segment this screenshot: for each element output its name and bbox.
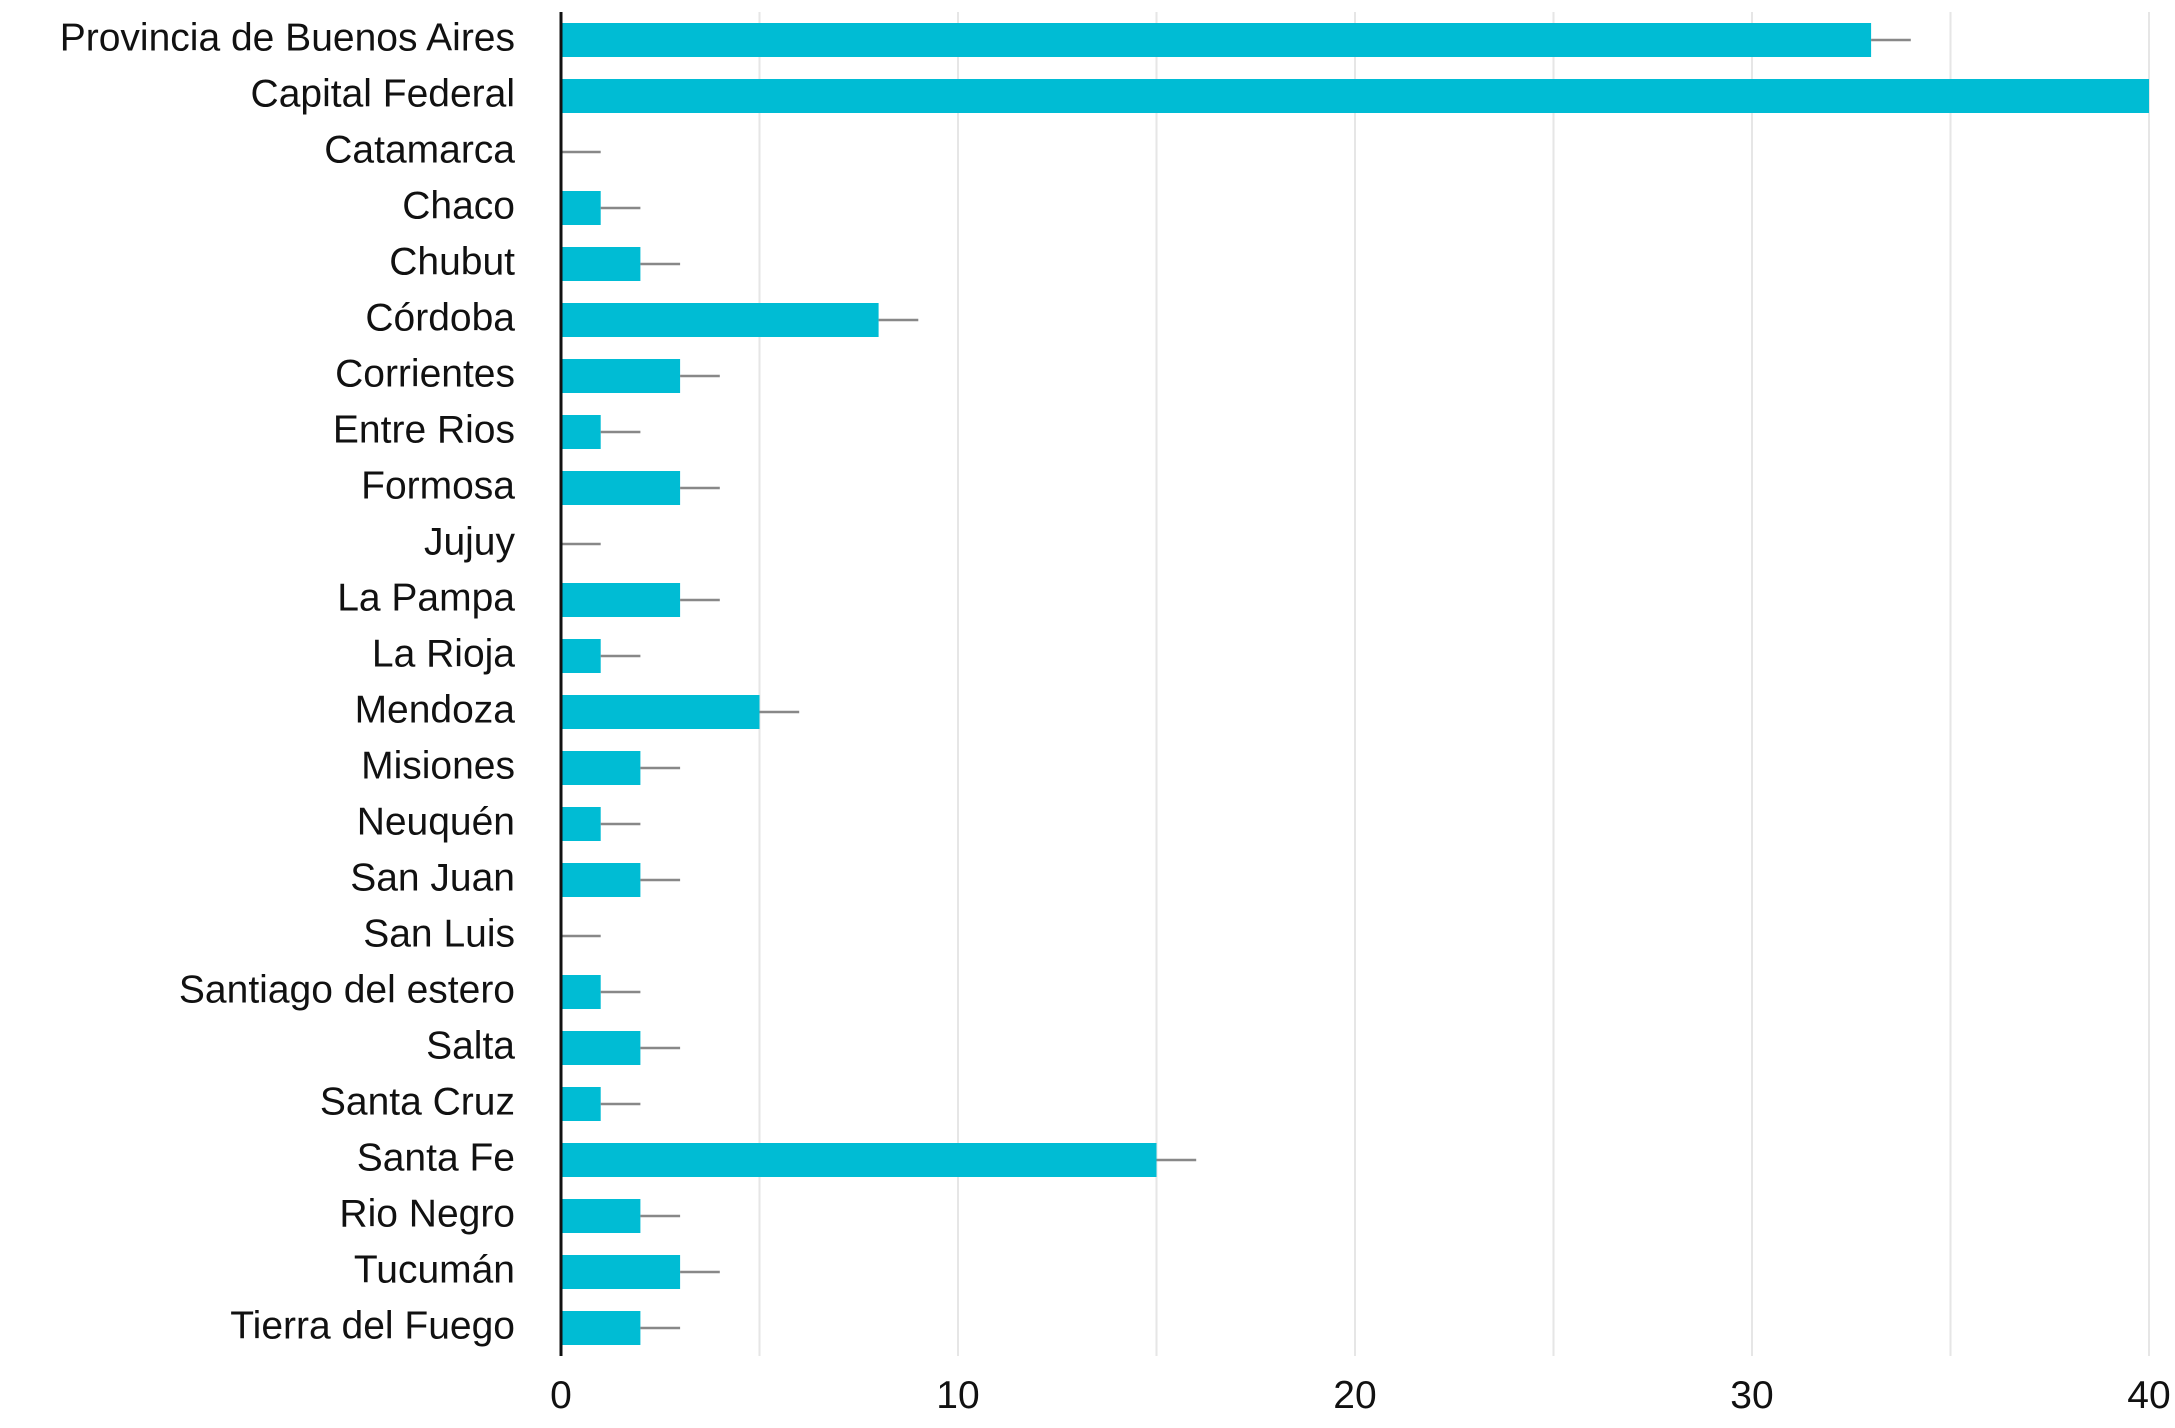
bar xyxy=(561,695,760,729)
category-label: Salta xyxy=(426,1024,515,1067)
category-label: Chaco xyxy=(402,184,515,227)
category-label: Corrientes xyxy=(335,352,515,395)
x-tick-labels: 0 10 20 30 40 xyxy=(550,1374,2171,1417)
category-label: San Juan xyxy=(350,856,515,899)
bar xyxy=(561,751,641,785)
bar xyxy=(561,191,601,225)
category-label: Tucumán xyxy=(354,1248,515,1291)
category-label: Rio Negro xyxy=(339,1192,515,1235)
bar xyxy=(561,247,641,281)
bars xyxy=(561,23,2149,1345)
category-label: Tierra del Fuego xyxy=(230,1304,515,1347)
bar xyxy=(561,471,681,505)
category-label: Santa Fe xyxy=(357,1136,515,1179)
bar xyxy=(561,1199,641,1233)
bar xyxy=(561,1311,641,1345)
category-label: Neuquén xyxy=(357,800,515,843)
category-label: La Pampa xyxy=(337,576,515,619)
bar xyxy=(561,975,601,1009)
bar xyxy=(561,807,601,841)
bar xyxy=(561,1031,641,1065)
category-label: Santiago del estero xyxy=(179,968,515,1011)
x-tick-label: 40 xyxy=(2127,1374,2170,1417)
bar xyxy=(561,863,641,897)
bar xyxy=(561,583,681,617)
category-label: Catamarca xyxy=(324,128,515,171)
category-label: San Luis xyxy=(363,912,515,955)
error-bars xyxy=(561,38,1911,1330)
x-tick-label: 0 xyxy=(550,1374,572,1417)
bar xyxy=(561,1143,1157,1177)
category-label: Chubut xyxy=(389,240,515,283)
category-label: La Rioja xyxy=(372,632,515,675)
category-label: Provincia de Buenos Aires xyxy=(60,16,515,59)
category-label: Entre Rios xyxy=(333,408,515,451)
category-label: Jujuy xyxy=(424,520,516,563)
bar xyxy=(561,1255,681,1289)
category-label: Santa Cruz xyxy=(320,1080,515,1123)
bar xyxy=(561,23,1872,57)
category-label: Misiones xyxy=(361,744,515,787)
x-tick-label: 30 xyxy=(1730,1374,1773,1417)
bar xyxy=(561,303,879,337)
category-label: Capital Federal xyxy=(251,72,515,115)
bar xyxy=(561,359,681,393)
bar xyxy=(561,1087,601,1121)
bar xyxy=(561,415,601,449)
category-label: Mendoza xyxy=(355,688,516,731)
category-label: Córdoba xyxy=(365,296,515,339)
x-tick-label: 20 xyxy=(1333,1374,1376,1417)
bar xyxy=(561,639,601,673)
category-labels: Provincia de Buenos Aires Capital Federal… xyxy=(60,16,516,1347)
x-tick-label: 10 xyxy=(936,1374,979,1417)
category-label: Formosa xyxy=(361,464,515,507)
bar xyxy=(561,79,2149,113)
grid-lines xyxy=(758,12,2150,1356)
